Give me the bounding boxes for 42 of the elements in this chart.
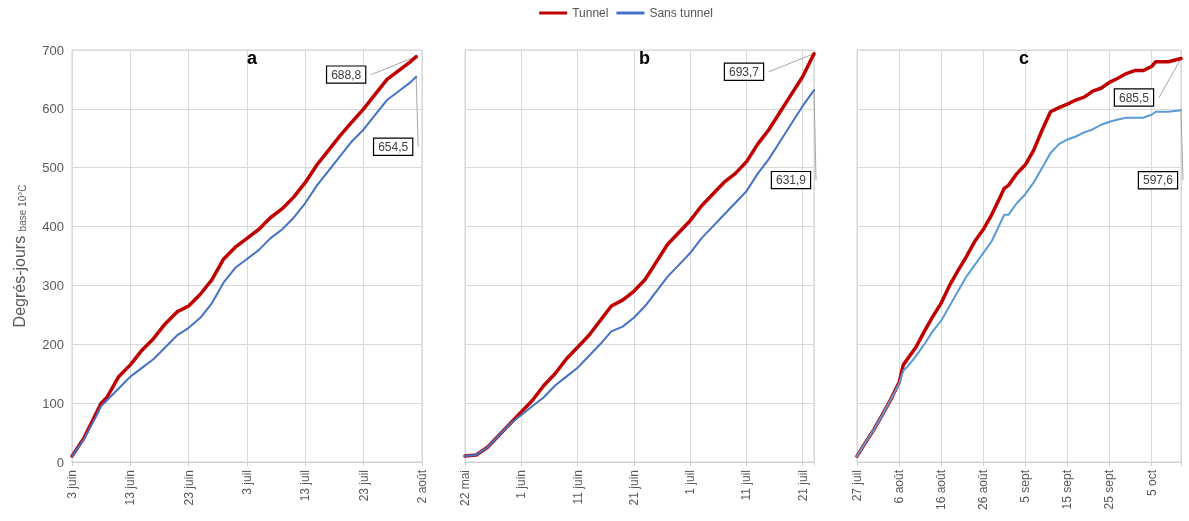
annotation: 693,7 xyxy=(728,64,760,79)
x-tick-label: 16 août xyxy=(934,469,949,511)
y-axis-title: Degrés-jours base 10°C xyxy=(10,184,28,328)
x-tick-label: 13 juil xyxy=(298,470,313,502)
x-tick-label: 3 juin xyxy=(65,470,79,499)
y-tick-label: 600 xyxy=(42,101,64,117)
annotation: 654,5 xyxy=(378,139,409,154)
chart-title: a xyxy=(246,48,258,68)
x-tick-label: 25 sept xyxy=(1102,469,1117,510)
y-tick-label: 100 xyxy=(42,395,64,411)
annotation: 631,9 xyxy=(775,173,807,188)
x-tick-label: 21 juil xyxy=(795,470,810,502)
annotation: 597,6 xyxy=(1142,173,1174,188)
x-tick-label: 26 août xyxy=(976,469,991,511)
x-tick-label: 2 août xyxy=(415,469,429,504)
x-tick-label: 23 juil xyxy=(356,470,371,502)
legend-label: Sans tunnel xyxy=(649,6,713,20)
x-tick-label: 1 juil xyxy=(683,470,698,495)
chart-title: c xyxy=(1018,48,1030,68)
y-tick-label: 700 xyxy=(42,42,64,58)
x-tick-label: 11 juil xyxy=(739,470,754,501)
y-tick-label: 200 xyxy=(42,336,64,352)
x-tick-label: 5 sept xyxy=(1018,469,1033,503)
x-tick-label: 3 juil xyxy=(240,470,254,495)
x-tick-label: 5 oct xyxy=(1144,469,1159,497)
legend-label: Tunnel xyxy=(572,6,609,20)
y-tick-label: 300 xyxy=(42,277,64,293)
x-tick-label: 27 juil xyxy=(850,470,864,502)
annotation: 688,8 xyxy=(331,67,362,82)
x-tick-label: 21 juin xyxy=(626,470,641,506)
chart-title: b xyxy=(639,48,650,68)
annotation: 685,5 xyxy=(1118,90,1150,105)
x-tick-label: 1 juin xyxy=(514,470,529,499)
y-tick-label: 500 xyxy=(42,160,64,176)
x-tick-label: 6 août xyxy=(892,469,907,504)
y-tick-label: 400 xyxy=(42,219,64,235)
x-tick-label: 11 juin xyxy=(570,470,585,505)
x-tick-label: 13 juin xyxy=(123,470,138,506)
x-tick-label: 15 sept xyxy=(1060,469,1075,510)
x-tick-label: 23 juin xyxy=(181,470,196,506)
x-tick-label: 22 mai xyxy=(458,470,472,507)
y-tick-label: 0 xyxy=(56,454,64,470)
